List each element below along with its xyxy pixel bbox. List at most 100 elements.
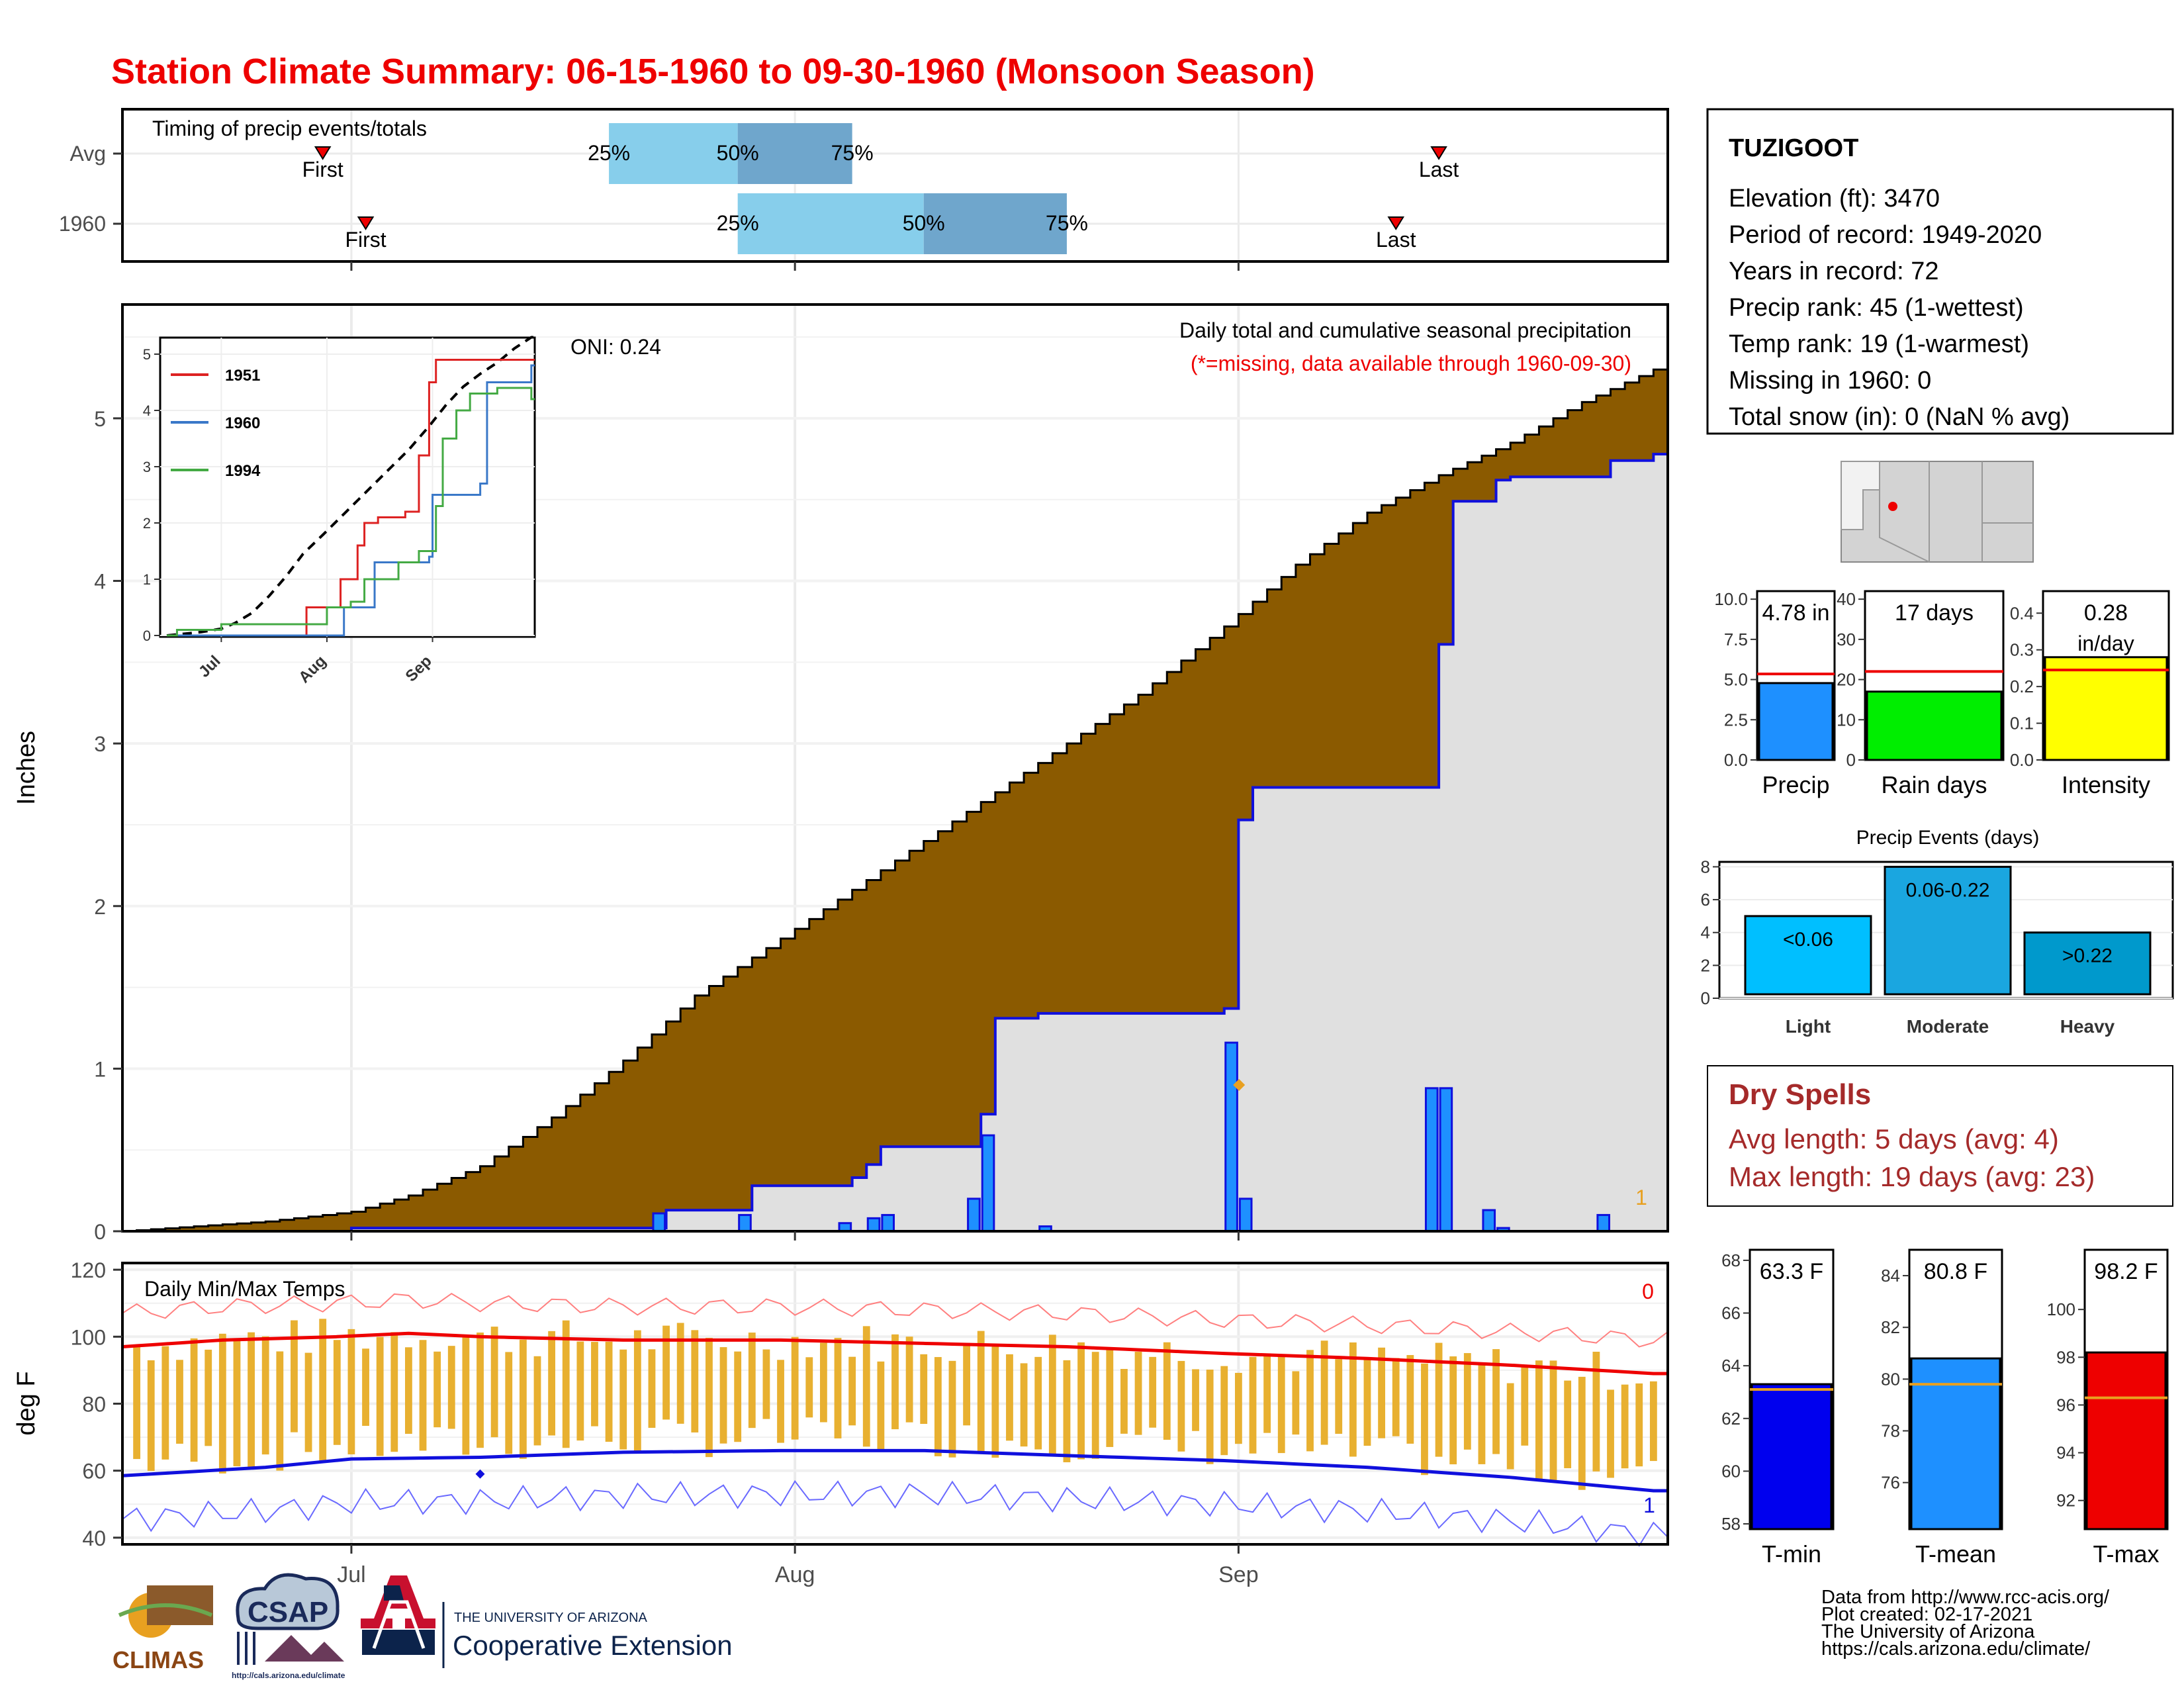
daily-precip-bar [981,1134,995,1233]
daily-temp-bar [1177,1360,1185,1452]
precip-title: Daily total and cumulative seasonal prec… [1179,318,1631,342]
events-bar-label: Heavy [2060,1016,2115,1037]
daily-temp-bar [1449,1356,1457,1465]
summary-precip-tick-label: 5.0 [1724,670,1748,690]
temp-missing-min: 1 [1643,1493,1655,1517]
temp-t-mean-value: 80.8 F [1924,1259,1987,1284]
inset-line-1994 [167,387,535,637]
station-info-line: Temp rank: 19 (1-warmest) [1729,330,2029,358]
summary-precip-tick-label: 0.0 [1724,750,1748,770]
temp-t-min-bar [1751,1383,1833,1530]
daily-temp-bar [1478,1364,1486,1464]
daily-temp-bar [619,1349,627,1450]
daily-temp-bar [1578,1376,1586,1490]
inset-panel [159,336,536,638]
station-name: TUZIGOOT [1729,134,1858,162]
month-tick-label: Jul [337,1562,365,1587]
daily-temp-bar [605,1341,613,1442]
temp-t-mean-bar [1910,1357,2001,1530]
daily-temp-bar [1521,1367,1529,1446]
daily-temp-bar [819,1342,827,1423]
daily-temp-bar [276,1351,284,1471]
timing-bar-50-75 [737,123,852,184]
events-bar-range: <0.06 [1783,929,1833,951]
daily-temp-bar [1091,1352,1099,1459]
summary-intensity-tick-label: 0.1 [2010,714,2034,733]
deficit-area [136,369,1668,1231]
temp-t-max-tick-label: 92 [2056,1491,2075,1511]
timing-q25-label: 25% [588,141,630,165]
temp-t-max-bar [2085,1351,2167,1530]
summary-rain-days-tick-label: 0 [1846,750,1856,770]
daily-temp-bar [1277,1354,1285,1454]
temp-ytick-label: 100 [71,1325,106,1349]
daily-temp-bar [347,1329,355,1455]
timing-first-label: First [345,228,386,252]
temp-ylabel: deg F [13,1371,40,1435]
timing-bar-25-50 [609,123,738,184]
daily-temp-bar [1564,1380,1572,1468]
summary-intensity-tick-label: 0.2 [2010,677,2034,696]
temp-t-min-tick-label: 68 [1721,1250,1741,1270]
events-bar-range: >0.22 [2062,945,2113,967]
daily-temp-bar [1635,1383,1643,1467]
daily-temp-bar [1220,1366,1228,1456]
station-info-line: Period of record: 1949-2020 [1729,221,2042,249]
month-tick-label: Aug [775,1562,815,1587]
daily-temp-bar [662,1325,670,1420]
inset-ytick-label: 0 [143,628,151,644]
daily-temp-bar [248,1332,255,1469]
daily-temp-bar [390,1332,398,1452]
daily-temp-bar [519,1339,527,1459]
inset-ytick-label: 2 [143,515,151,532]
daily-temp-bar [1206,1370,1214,1464]
temp-t-max-tick-label: 100 [2047,1299,2075,1319]
daily-temp-bar [1363,1358,1371,1446]
timing-bar-50-75 [923,193,1067,254]
daily-temp-bar [1506,1383,1514,1470]
temp-missing-marker [475,1469,485,1479]
temp-ytick-label: 80 [82,1393,106,1417]
daily-temp-bar [963,1342,971,1426]
precip-subtitle: (*=missing, data available through 1960-… [1191,352,1631,375]
temp-ytick-label: 120 [71,1258,106,1282]
daily-temp-bar [1292,1371,1300,1435]
daily-temp-bar [805,1357,813,1418]
daily-temp-bar [533,1356,541,1446]
inset-legend-label: 1994 [225,462,261,480]
daily-temp-bar [1163,1342,1171,1440]
temp-t-max-label: T-max [2093,1540,2159,1568]
university-logo: THE UNIVERSITY OF ARIZONA Cooperative Ex… [361,1575,733,1668]
daily-temp-bar [1020,1363,1028,1447]
csap-logo-text: CSAP [248,1596,328,1628]
summary-rain-days-tick-label: 10 [1837,710,1856,729]
daily-temp-bar [176,1360,183,1444]
daily-temp-bar [920,1354,928,1425]
daily-temp-bar [1320,1340,1328,1445]
daily-temp-bar [1263,1353,1271,1433]
timing-panel: 25% 50% 75% First Last 25% 50% 75% First Last Tim… [59,108,1669,271]
temp-t-min-chart: 58 60 62 64 66 68 63.3 F T-min [1721,1248,1835,1568]
temp-t-min-tick-label: 60 [1721,1461,1741,1481]
daily-temp-bar [548,1331,556,1436]
daily-temp-bar [934,1357,942,1456]
temp-t-min-tick-label: 66 [1721,1303,1741,1323]
station-info-line: Years in record: 72 [1729,258,1939,285]
temp-t-mean-tick-label: 76 [1881,1473,1900,1493]
daily-temp-bar [1492,1349,1500,1454]
temp-t-mean-tick-label: 80 [1881,1369,1900,1389]
temp-ytick-label: 60 [82,1460,106,1483]
summary-precip-bar [1758,682,1834,761]
daily-precip-bar [738,1213,752,1233]
station-info-line: Elevation (ft): 3470 [1729,185,1940,212]
precip-panel: 0 1 2 3 4 5 Inches ONI: 0.24 Daily total and … [13,303,1669,1244]
daily-temp-bar [877,1361,885,1452]
daily-temp-bar [1549,1360,1557,1481]
daily-precip-bar [652,1212,666,1233]
daily-temp-bar [233,1339,241,1467]
temp-t-min-tick-label: 64 [1721,1356,1741,1376]
daily-temp-bar [1349,1342,1357,1457]
daily-temp-bar [1106,1349,1114,1447]
temp-t-max-value: 98.2 F [2094,1259,2158,1284]
